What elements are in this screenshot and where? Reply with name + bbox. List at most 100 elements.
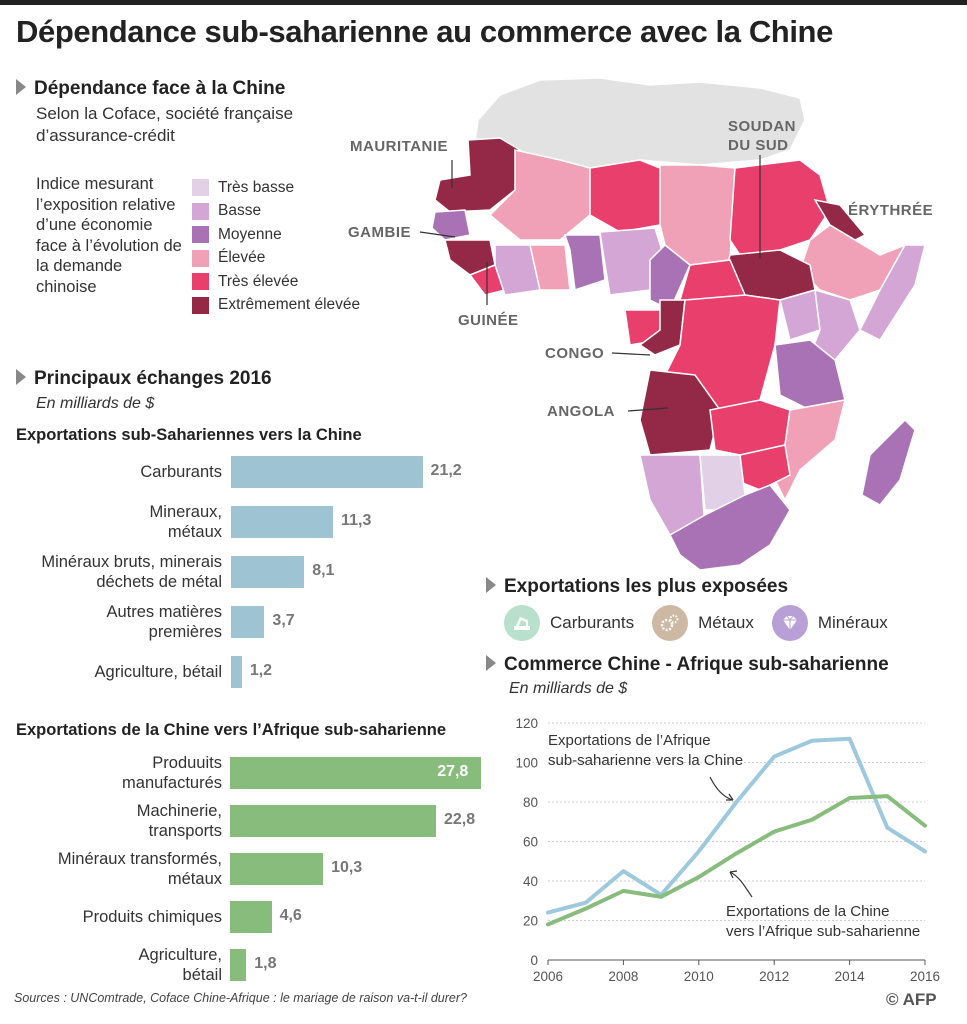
series-line-africa-to-china [546, 736, 927, 915]
legend-swatch [192, 249, 209, 267]
x-tick-label: 2012 [759, 969, 789, 984]
exposed-label-carburants: Carburants [550, 613, 635, 632]
bar [230, 901, 272, 933]
page-title: Dépendance sub-saharienne au commerce av… [16, 14, 833, 49]
exposed-item-mineraux: Minéraux [771, 605, 888, 641]
x-tick-label: 2016 [910, 969, 940, 984]
dependence-subtitle: Selon la Coface, société française d’ass… [36, 104, 294, 145]
legend-swatch [192, 226, 209, 244]
map-label-erythree: ÉRYTHRÉE [848, 202, 933, 219]
x-tick-label: 2014 [835, 969, 866, 984]
bar-category-label: Minéraux bruts, minerais déchets de méta… [41, 553, 222, 591]
map-label-angola: ANGOLA [547, 403, 615, 420]
bar-category-label: Produuits manufacturés [122, 754, 222, 792]
legend-label: Très basse [218, 178, 295, 196]
bar-category-label: Machinerie, transports [136, 802, 222, 840]
gears-icon [652, 605, 689, 641]
legend-swatch [192, 202, 209, 220]
oil-pump-icon [504, 605, 540, 641]
africa-map: MAURITANIE SOUDAN DU SUD ÉRYTHRÉE GAMBIE… [348, 77, 933, 571]
annotation-blue-line2: sub-saharienne vers la Chine [548, 752, 743, 769]
line-chart-x-ticks: 2006 2008 2010 2012 2014 2016 [533, 960, 940, 984]
line-chart-annotations: Exportations de l’Afrique sub-saharienne… [548, 732, 920, 940]
y-tick-label: 20 [523, 914, 538, 929]
line-chart-series [546, 736, 927, 927]
exposed-label-mineraux: Minéraux [817, 613, 888, 632]
top-rule [0, 0, 967, 5]
trade-heading: Principaux échanges 2016 [16, 368, 272, 390]
y-tick-label: 120 [515, 716, 538, 731]
bar [230, 805, 436, 837]
line-chart-heading: Commerce Chine - Afrique sub-saharienne [486, 654, 889, 676]
exposed-heading: Exportations les plus exposées [486, 576, 788, 598]
bar-value-label: 21,2 [430, 462, 462, 479]
trade-unit: En milliards de $ [36, 395, 155, 412]
map-label-congo: CONGO [545, 345, 604, 362]
legend-swatch [192, 179, 209, 197]
triangle-bullet-icon [16, 78, 26, 95]
annotation-blue-arrow [709, 776, 734, 801]
bar [231, 556, 305, 588]
map-label-guinee: GUINÉE [458, 312, 519, 329]
legend-swatch [192, 296, 209, 314]
bar-value-label: 27,8 [437, 763, 469, 780]
map-label-soudan-line1: SOUDAN [728, 118, 796, 135]
series-line-china-to-africa [546, 794, 927, 927]
x-tick-label: 2008 [608, 969, 638, 984]
exposed-item-metaux: Métaux [652, 605, 754, 641]
bar-value-label: 22,8 [444, 811, 476, 828]
map-countries [431, 137, 926, 571]
legend-label: Extrêmement élevée [218, 296, 361, 314]
index-description: Indice mesurant l’exposition relative d’… [36, 175, 182, 296]
trade-line-chart: 0 20 40 60 80 100 120 2006 2008 2010 2012 2014 2016… [515, 716, 940, 984]
bar-category-label: Carburants [140, 463, 222, 481]
bar [230, 757, 482, 789]
y-tick-label: 100 [515, 756, 538, 771]
x-tick-label: 2010 [684, 969, 714, 984]
map-label-gambie: GAMBIE [348, 224, 411, 241]
y-tick-label: 80 [523, 795, 538, 810]
legend-label: Élevée [218, 249, 266, 267]
y-tick-label: 40 [523, 874, 538, 889]
legend-label: Très élevée [218, 272, 299, 290]
legend-row: Très élevée [192, 270, 360, 294]
annotation-blue-line1: Exportations de l’Afrique [548, 732, 711, 749]
legend-row: Élevée [192, 247, 360, 271]
legend-label: Basse [218, 202, 262, 220]
map-label-soudan-line2: DU SUD [728, 137, 789, 154]
bar [231, 656, 242, 688]
triangle-bullet-icon [486, 576, 496, 593]
bar-category-label: Minéraux transformés, métaux [57, 850, 222, 888]
diamond-icon [771, 605, 808, 641]
source-note: Sources : UNComtrade, Coface Chine-Afriq… [14, 991, 467, 1005]
annotation-green-line2: vers l’Afrique sub-saharienne [726, 923, 920, 940]
line-chart-y-ticks: 0 20 40 60 80 100 120 [515, 716, 538, 968]
bar-category-label: Produits chimiques [82, 908, 222, 926]
legend-row: Moyenne [192, 223, 360, 247]
bar-value-label: 1,2 [249, 662, 273, 679]
bar-category-label: Autres matières premières [106, 603, 222, 641]
bar [231, 606, 265, 638]
bar-value-label: 1,8 [254, 955, 277, 972]
map-label-mauritanie: MAURITANIE [350, 138, 448, 155]
bar-value-label: 3,7 [272, 612, 295, 629]
y-tick-label: 60 [523, 835, 538, 850]
map-leader-lines [419, 155, 761, 412]
x-tick-label: 2006 [533, 969, 563, 984]
export-from-china-title: Exportations de la Chine vers l’Afrique … [16, 721, 447, 739]
map-labels: MAURITANIE SOUDAN DU SUD ÉRYTHRÉE GAMBIE… [348, 118, 933, 420]
annotation-green-arrow [729, 871, 753, 898]
annotation-green-line1: Exportations de la Chine [726, 903, 889, 920]
afp-credit: © AFP [886, 990, 937, 1009]
triangle-bullet-icon [16, 368, 26, 385]
bar-value-label: 10,3 [331, 859, 363, 876]
bar-value-label: 11,3 [341, 512, 372, 529]
exposed-legend: Carburants Métaux Minéraux [504, 605, 906, 641]
line-chart-unit: En milliards de $ [509, 680, 628, 697]
bar-category-label: Mineraux, métaux [149, 503, 222, 541]
dependence-heading: Dépendance face à la Chine [16, 78, 285, 100]
exposed-label-metaux: Métaux [698, 613, 754, 632]
bar-category-label: Agriculture, bétail [138, 946, 222, 984]
export-to-china-title: Exportations sub-Sahariennes vers la Chi… [16, 426, 362, 444]
legend-row: Très basse [192, 176, 360, 200]
